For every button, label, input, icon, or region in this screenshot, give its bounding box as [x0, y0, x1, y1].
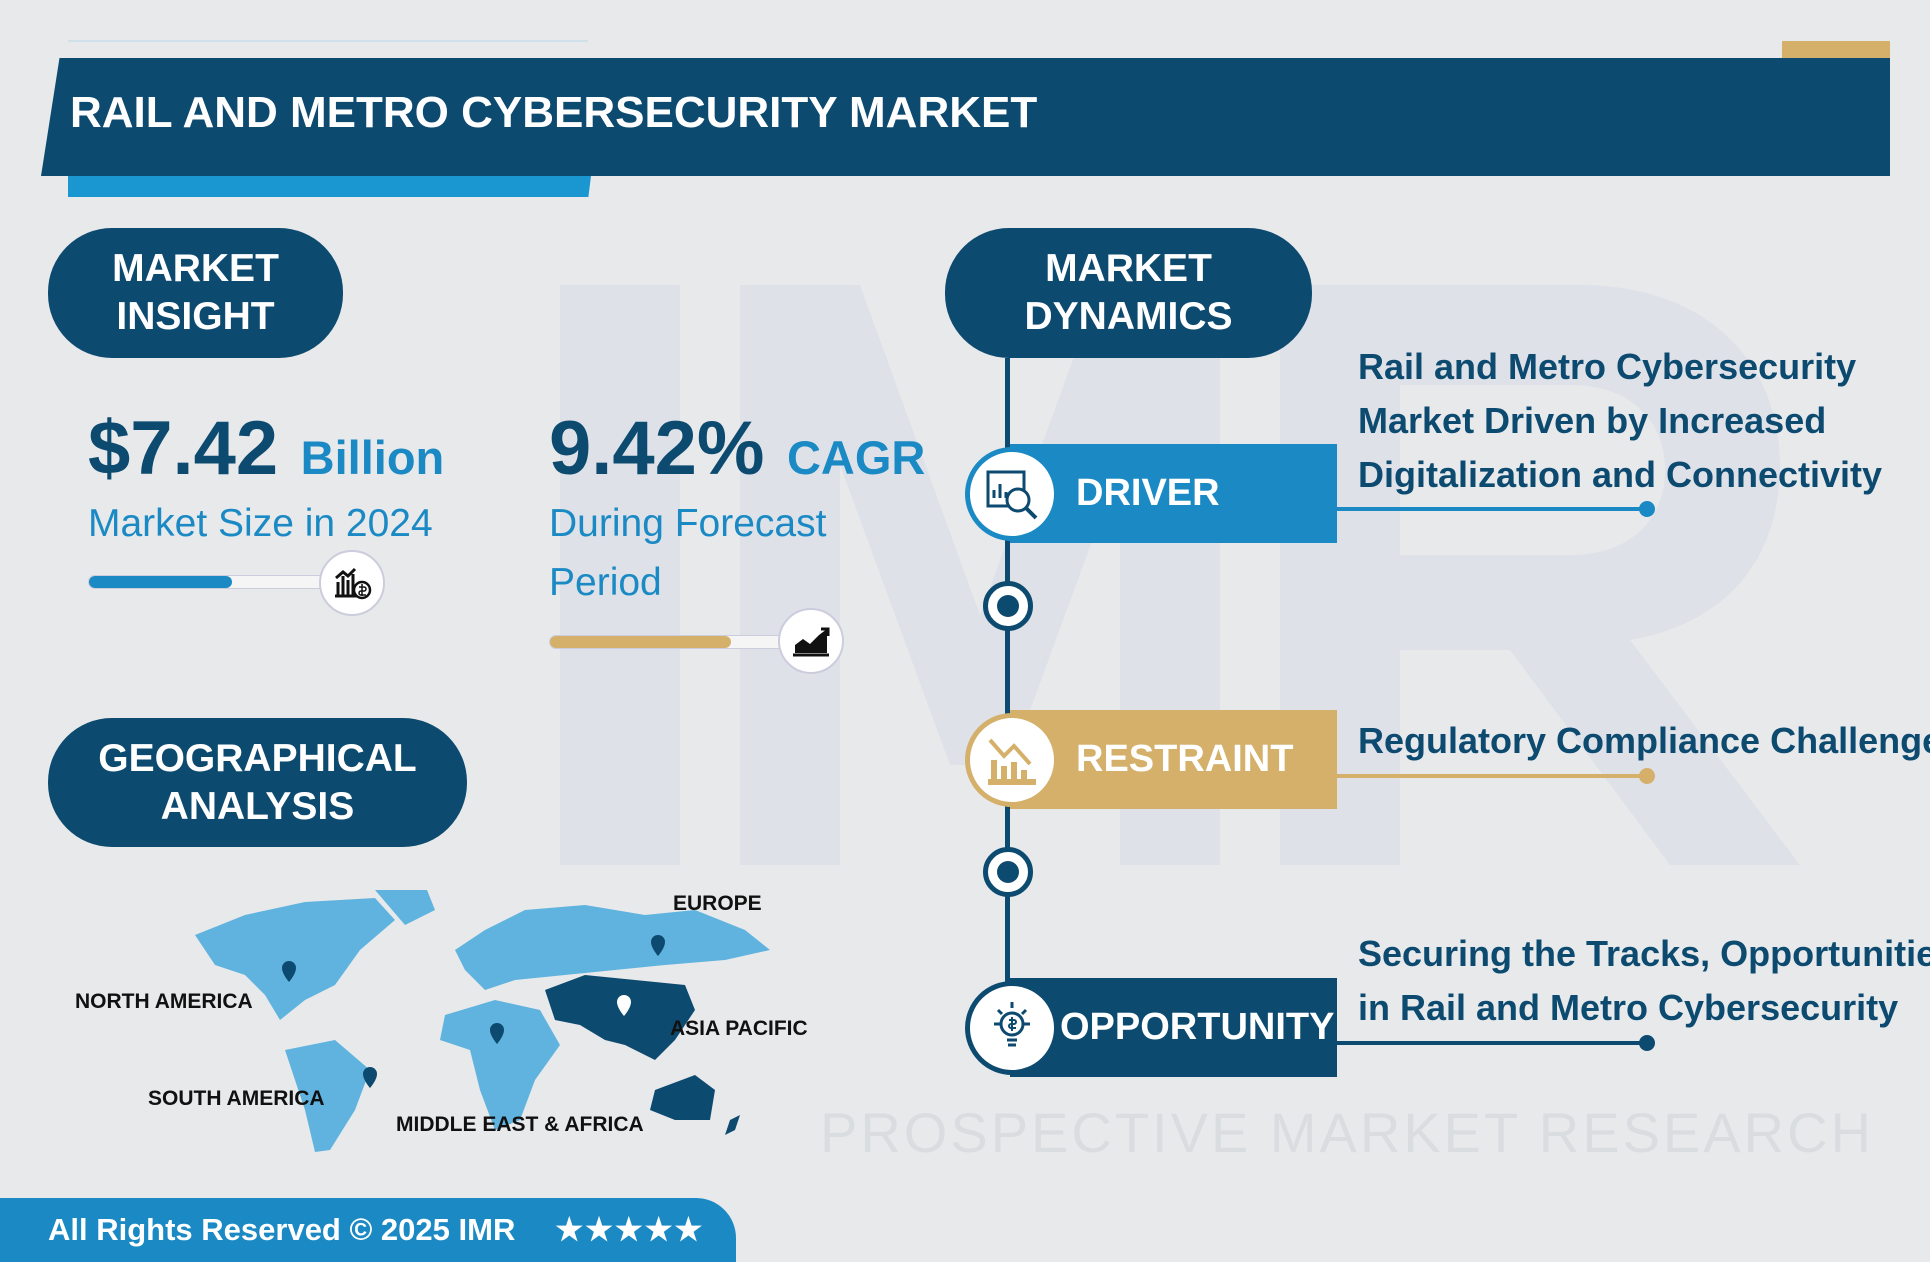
europe-shape [455, 905, 770, 990]
location-pin-icon [282, 961, 296, 982]
text-line: Rail and Metro Cybersecurity [1358, 346, 1857, 387]
asia-pacific-shape [545, 975, 695, 1060]
australia-shape [650, 1075, 715, 1120]
region-label-middle-east-africa: MIDDLE EAST & AFRICA [396, 1113, 644, 1136]
region-label-asia-pacific: ASIA PACIFIC [670, 1017, 808, 1040]
restraint-text: Regulatory Compliance Challenges [1358, 714, 1930, 768]
text-line: Digitalization and Connectivity [1358, 454, 1883, 495]
connector-dot [1639, 1035, 1655, 1051]
cagr-label: During Forecast [549, 502, 827, 545]
location-pin-icon [490, 1023, 504, 1044]
market-size-label: Market Size in 2024 [88, 502, 433, 545]
africa-shape [440, 1000, 560, 1130]
geographical-analysis-heading: GEOGRAPHICAL ANALYSIS [48, 718, 467, 847]
driver-label: DRIVER [1076, 472, 1220, 514]
cagr-value: 9.42% [549, 406, 765, 491]
location-pin-icon [363, 1067, 377, 1088]
driver-text: Rail and Metro Cybersecurity Market Driv… [1358, 340, 1882, 502]
gold-accent [1782, 41, 1890, 61]
page-title: RAIL AND METRO CYBERSECURITY MARKET [70, 88, 1038, 137]
connector-dot [1639, 501, 1655, 517]
text-line: Market Driven by Increased [1358, 400, 1827, 441]
heading-line: ANALYSIS [160, 784, 355, 828]
copyright-text: All Rights Reserved © 2025 IMR [48, 1212, 516, 1247]
chart-dollar-icon [319, 550, 385, 616]
opportunity-text: Securing the Tracks, Opportunities in Ra… [1358, 927, 1930, 1035]
timeline-node [983, 847, 1033, 897]
greenland-shape [375, 890, 435, 925]
new-zealand-shape [725, 1115, 740, 1135]
heading-line: DYNAMICS [1024, 295, 1233, 338]
analysis-icon [965, 447, 1059, 541]
north-america-shape [195, 898, 395, 1020]
driver-label-bar: DRIVER [1010, 444, 1337, 543]
watermark-tagline: PROSPECTIVE MARKET RESEARCH [820, 1101, 1874, 1164]
heading-line: GEOGRAPHICAL [98, 736, 417, 780]
heading-line: MARKET [112, 247, 279, 290]
idea-dollar-icon [965, 981, 1059, 1075]
market-size-value-row: $7.42 Billion [88, 405, 444, 492]
opportunity-label: OPPORTUNITY [1060, 1006, 1335, 1048]
watermark-logo [560, 285, 1800, 865]
text-line: Regulatory Compliance Challenges [1358, 720, 1930, 761]
rating-stars-icon: ★★★★★ [555, 1212, 705, 1247]
blue-accent [68, 176, 591, 197]
declining-chart-icon [965, 713, 1059, 807]
market-size-unit: Billion [300, 431, 445, 484]
cagr-value-row: 9.42% CAGR [549, 405, 925, 492]
region-label-north-america: NORTH AMERICA [75, 990, 253, 1013]
opportunity-label-bar: OPPORTUNITY [1010, 978, 1337, 1077]
restraint-connector [1337, 774, 1643, 778]
progress-fill [550, 636, 731, 648]
divider [68, 40, 588, 42]
market-dynamics-heading: MARKET DYNAMICS [945, 228, 1312, 358]
progress-fill [89, 576, 232, 588]
heading-line: INSIGHT [116, 295, 275, 338]
south-america-shape [285, 1040, 370, 1152]
footer: All Rights Reserved © 2025 IMR ★★★★★ [0, 1198, 736, 1262]
opportunity-connector [1337, 1041, 1643, 1045]
cagr-unit: CAGR [786, 431, 926, 484]
growth-chart-icon [778, 608, 844, 674]
timeline-node [983, 581, 1033, 631]
cagr-progress [549, 635, 789, 649]
region-label-europe: EUROPE [673, 892, 762, 915]
restraint-label: RESTRAINT [1076, 738, 1294, 780]
timeline-line [1005, 358, 1010, 998]
region-label-south-america: SOUTH AMERICA [148, 1087, 325, 1110]
location-pin-icon [651, 935, 665, 956]
title-bar [41, 58, 1890, 176]
market-insight-heading: MARKET INSIGHT [48, 228, 343, 358]
driver-connector [1337, 507, 1643, 511]
connector-dot [1639, 768, 1655, 784]
market-size-progress [88, 575, 328, 589]
market-size-value: $7.42 [88, 406, 279, 491]
text-line: Securing the Tracks, Opportunities [1358, 933, 1930, 974]
world-map [195, 890, 770, 1152]
location-pin-icon [617, 995, 631, 1016]
restraint-label-bar: RESTRAINT [1010, 710, 1337, 809]
cagr-label-2: Period [549, 561, 662, 604]
heading-line: MARKET [1045, 247, 1212, 290]
text-line: in Rail and Metro Cybersecurity [1358, 987, 1899, 1028]
